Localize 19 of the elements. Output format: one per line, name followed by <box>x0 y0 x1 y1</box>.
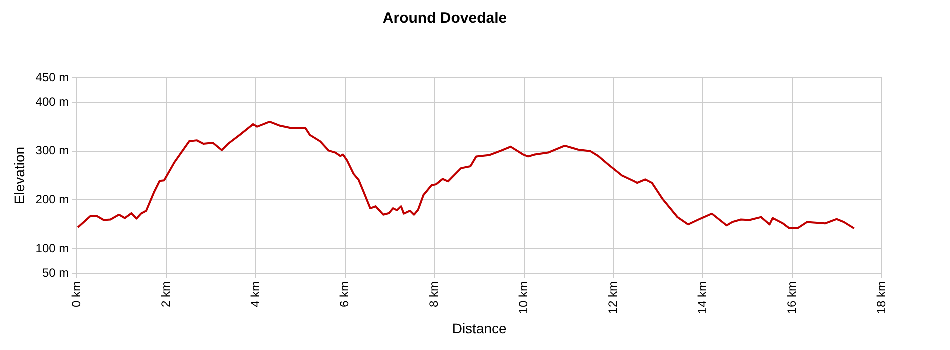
x-tick-label: 18 km <box>874 282 888 314</box>
x-tick-label: 12 km <box>606 282 620 314</box>
x-tick-label: 0 km <box>69 282 84 308</box>
x-tick-label: 8 km <box>427 282 442 308</box>
y-tick-label: 300 m <box>36 144 70 158</box>
x-axis-title: Distance <box>452 320 508 336</box>
chart-title: Around Dovedale <box>382 10 508 28</box>
x-tick-label: 16 km <box>784 282 799 314</box>
y-tick-label: 100 m <box>36 241 70 256</box>
y-tick-label: 400 m <box>36 94 70 109</box>
x-tick-label: 6 km <box>338 282 352 308</box>
y-tick-label: 450 m <box>36 70 70 84</box>
y-tick-label: 50 m <box>42 266 70 280</box>
x-tick-label: 2 km <box>158 282 173 308</box>
y-axis-title: Elevation <box>11 146 28 205</box>
x-tick-label: 4 km <box>248 282 262 308</box>
y-tick-label: 200 m <box>36 192 70 207</box>
x-tick-label: 14 km <box>695 282 710 314</box>
x-tick-label: 10 km <box>516 282 531 314</box>
